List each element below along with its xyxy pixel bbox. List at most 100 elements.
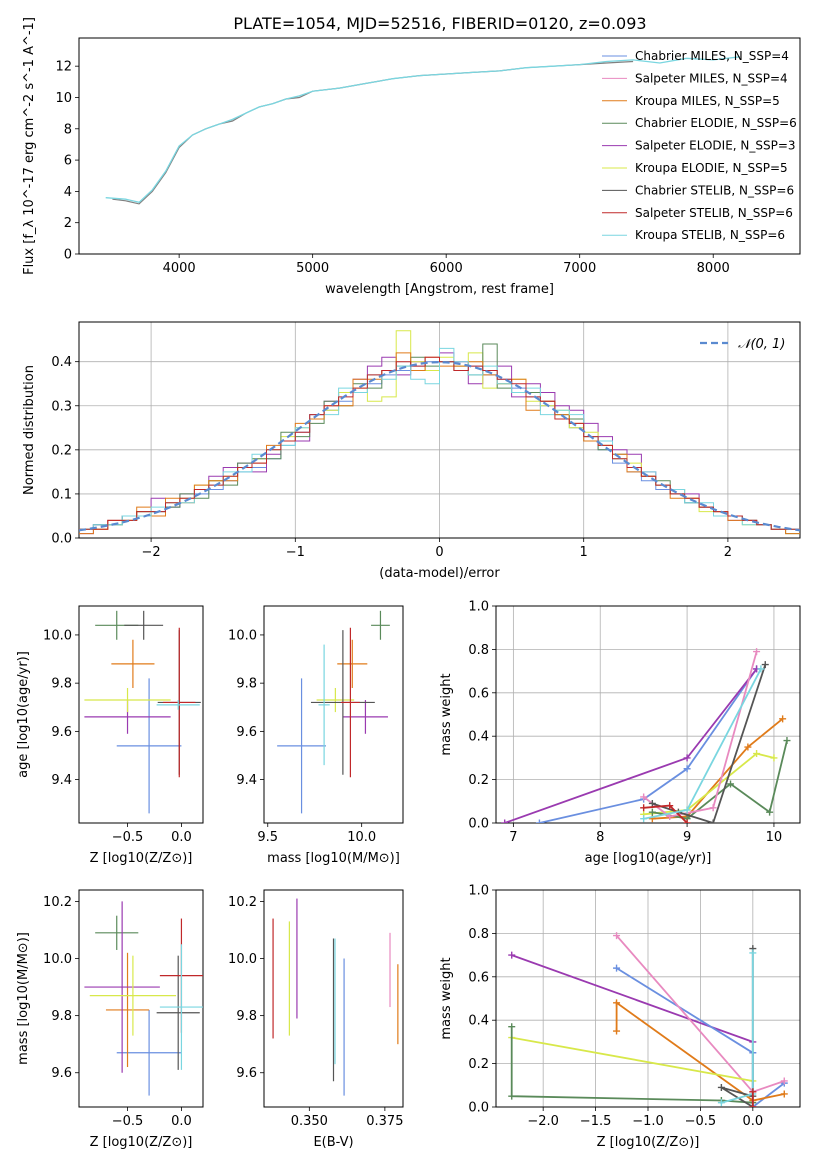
legend-entry-label: Kroupa STELIB, N_SSP=6	[635, 228, 785, 242]
x-axis-label: mass [log10(M/M⊙)]	[267, 851, 400, 866]
x-tick-label: 0.0	[171, 830, 192, 845]
legend-entry-label: Kroupa MILES, N_SSP=5	[635, 94, 780, 108]
weight-point-marker	[780, 1090, 788, 1098]
weight-series-line	[720, 948, 754, 1107]
plot-area	[508, 932, 788, 1107]
x-tick-label: −1.0	[632, 1114, 664, 1129]
x-tick-label: −0.5	[112, 1114, 144, 1129]
weight-series-line	[615, 1001, 785, 1102]
y-tick-label: 10	[55, 91, 72, 106]
axes-frame	[263, 889, 404, 1108]
weight-series-line	[652, 718, 784, 820]
axes-frame	[78, 605, 204, 824]
legend-entry-label: Salpeter ELODIE, N_SSP=3	[635, 139, 796, 153]
weight-point-marker	[770, 754, 778, 762]
weight-point-marker	[749, 1103, 757, 1107]
spectrum-panel: 4000 5000 6000 7000 8000 0 2 4 6 8 10 12 wavelength …	[22, 17, 801, 297]
weight-point-marker	[749, 1088, 757, 1096]
x-tick-label: −1	[286, 545, 305, 560]
axes-frame	[495, 605, 801, 824]
weight-series-line	[652, 664, 767, 823]
x-axis-label: Z [log10(Z/Z⊙)]	[90, 851, 193, 866]
weight-point-marker	[757, 665, 765, 673]
weight-series-line	[511, 954, 754, 1043]
y-tick-label: 0.4	[468, 730, 489, 745]
age-vs-mass-panel: 9.5 10.0 9.4 9.6 9.8 10.0 mass [log10(M/M⊙)]	[228, 605, 404, 866]
x-tick-label: −2.0	[527, 1114, 559, 1129]
legend-entry-label: Chabrier MILES, N_SSP=4	[635, 49, 789, 63]
y-axis-label: mass weight	[439, 673, 454, 755]
weight-point-marker	[766, 808, 774, 816]
y-tick-label: 0.0	[51, 532, 72, 547]
x-tick-label: 7	[509, 830, 517, 845]
y-tick-label: 9.8	[236, 677, 257, 692]
weight-point-marker	[613, 964, 621, 972]
y-tick-label: 9.4	[236, 773, 257, 788]
y-tick-label: 0.0	[468, 1101, 489, 1116]
weight-point-marker	[508, 951, 516, 959]
x-tick-label: 0.0	[171, 1114, 192, 1129]
x-tick-label: 1	[580, 545, 588, 560]
weight-series-line	[539, 668, 758, 823]
y-tick-label: 10.0	[228, 952, 257, 967]
legend-entry-label: 𝒩(0, 1)	[738, 337, 785, 352]
legend-entry-label: Chabrier ELODIE, N_SSP=6	[635, 116, 797, 130]
x-tick-label: 0.350	[291, 1114, 328, 1129]
y-tick-label: 10.0	[43, 628, 72, 643]
weight-series-line	[510, 1026, 753, 1104]
x-tick-label: −0.5	[685, 1114, 717, 1129]
weight-point-marker	[640, 793, 648, 801]
weight-point-marker	[683, 806, 691, 814]
legend-entry-label: Chabrier STELIB, N_SSP=6	[635, 183, 794, 197]
weight-vs-age-panel: 7 8 9 10 0.0 0.2 0.4 0.6 0.8 1.0 age [log10(age/yr…	[439, 600, 801, 866]
y-tick-label: 0.0	[468, 817, 489, 832]
weight-series-line	[643, 668, 762, 820]
weight-point-marker	[717, 1083, 725, 1091]
x-axis-label: E(B-V)	[313, 1135, 353, 1150]
plot-area	[84, 610, 201, 814]
x-tick-label: 9.5	[257, 830, 278, 845]
x-tick-label: −0.5	[112, 830, 144, 845]
plot-area	[105, 56, 740, 205]
weight-point-marker	[666, 802, 674, 810]
weight-point-marker	[640, 804, 648, 812]
y-tick-label: 9.6	[51, 725, 72, 740]
y-tick-label: 4	[64, 185, 72, 200]
y-tick-label: 0.8	[468, 927, 489, 942]
y-axis-label: age [log10(age/yr)]	[16, 651, 31, 778]
residuals-panel: −2 −1 0 1 2 0.0 0.1 0.2 0.3 0.4 (data-model)/error…	[22, 321, 801, 581]
weight-point-marker	[779, 715, 787, 723]
y-tick-label: 0.3	[51, 399, 72, 414]
y-tick-label: 0.2	[468, 1057, 489, 1072]
y-axis-label: mass weight	[439, 957, 454, 1039]
x-tick-label: 0.0	[742, 1114, 763, 1129]
weight-point-marker	[780, 1077, 788, 1085]
x-tick-label: 2	[724, 545, 732, 560]
weight-series-line	[511, 1036, 753, 1082]
y-tick-label: 0.4	[468, 1014, 489, 1029]
y-tick-label: 0.6	[468, 970, 489, 985]
y-tick-label: 10.2	[43, 895, 72, 910]
weight-point-marker	[753, 750, 761, 758]
y-axis-label: Normed distribution	[22, 365, 37, 495]
axes-frame	[263, 605, 404, 824]
weight-point-marker	[501, 819, 509, 823]
plot-area	[277, 610, 390, 814]
y-tick-label: 0.8	[468, 643, 489, 658]
weight-point-marker	[761, 661, 769, 669]
y-tick-label: 9.4	[51, 773, 72, 788]
x-tick-label: 5000	[296, 261, 329, 276]
y-tick-label: 0.2	[468, 773, 489, 788]
x-tick-label: −1.5	[580, 1114, 612, 1129]
weight-series-line	[643, 752, 775, 816]
x-tick-label: 0	[435, 545, 443, 560]
x-tick-label: 6000	[430, 261, 463, 276]
weight-point-marker	[744, 743, 752, 751]
weight-point-marker	[753, 648, 761, 656]
y-tick-label: 0.1	[51, 487, 72, 502]
plot-area	[84, 901, 203, 1096]
model-spectrum-line	[105, 56, 740, 204]
x-tick-label: 9	[683, 830, 691, 845]
legend-entry-label: Salpeter MILES, N_SSP=4	[635, 71, 788, 85]
